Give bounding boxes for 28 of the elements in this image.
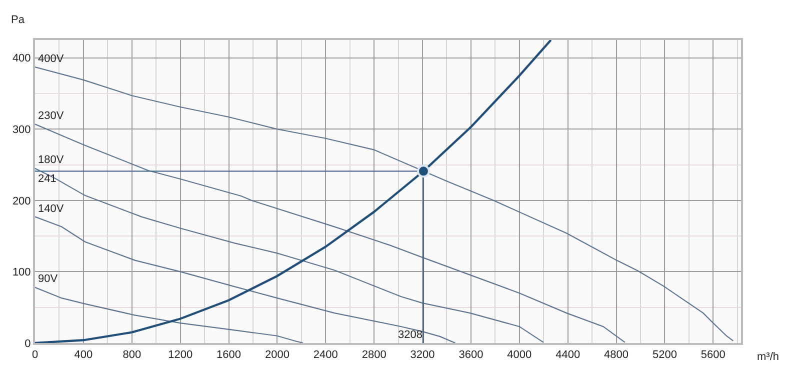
x-tick-label: 1200: [168, 349, 193, 362]
y-tick-label: 400: [12, 52, 31, 65]
x-tick-label: 5200: [652, 349, 677, 362]
x-tick-label: 5600: [700, 349, 726, 362]
x-tick-label: 3600: [458, 349, 484, 362]
series-label: 180V: [38, 154, 64, 166]
y-tick-label: 300: [12, 124, 31, 136]
x-tick-label: 2800: [362, 349, 386, 362]
y-tick-label: 200: [12, 195, 31, 208]
series-label: 230V: [38, 110, 64, 122]
series-label: 140V: [38, 203, 64, 215]
y-axis-title: Pa: [11, 14, 26, 26]
x-tick-label: 2000: [264, 349, 290, 362]
x-tick-label: 4000: [507, 349, 532, 362]
x-tick-label: 3200: [410, 349, 435, 362]
annotation: 241: [38, 173, 56, 185]
x-tick-label: 2400: [313, 349, 338, 362]
series-label: 90V: [38, 273, 58, 285]
series-label: 400V: [38, 53, 64, 65]
x-axis-title: m³/h: [757, 351, 779, 363]
x-tick-label: 800: [122, 349, 142, 362]
x-tick-label: 1600: [216, 349, 241, 362]
x-tick-label: 400: [74, 349, 93, 362]
x-tick-label: 4400: [556, 349, 580, 362]
annotation: 3208: [398, 329, 422, 341]
x-tick-label: 4800: [604, 349, 629, 362]
y-tick-label: 0: [24, 338, 31, 350]
y-tick-label: 100: [12, 266, 31, 279]
